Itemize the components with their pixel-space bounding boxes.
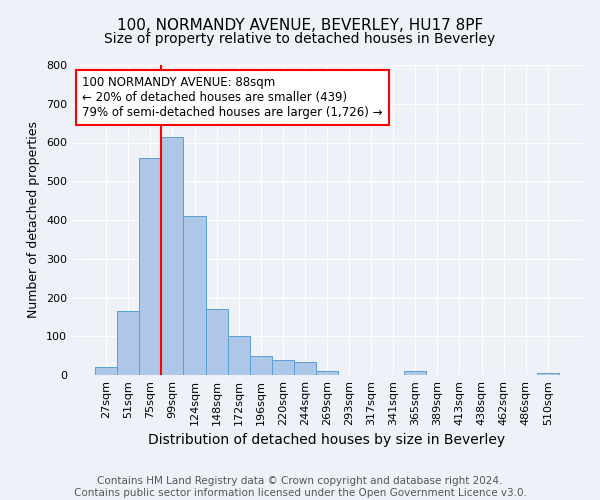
Bar	[227, 336, 250, 375]
Bar	[404, 371, 427, 375]
Text: 100, NORMANDY AVENUE, BEVERLEY, HU17 8PF: 100, NORMANDY AVENUE, BEVERLEY, HU17 8PF	[117, 18, 483, 32]
Bar	[161, 136, 184, 375]
Bar	[537, 373, 559, 375]
Bar	[272, 360, 294, 375]
Bar	[184, 216, 206, 375]
X-axis label: Distribution of detached houses by size in Beverley: Distribution of detached houses by size …	[148, 434, 506, 448]
Text: Size of property relative to detached houses in Beverley: Size of property relative to detached ho…	[104, 32, 496, 46]
Bar	[206, 309, 227, 375]
Bar	[316, 371, 338, 375]
Text: Contains HM Land Registry data © Crown copyright and database right 2024.
Contai: Contains HM Land Registry data © Crown c…	[74, 476, 526, 498]
Y-axis label: Number of detached properties: Number of detached properties	[28, 122, 40, 318]
Bar	[294, 362, 316, 375]
Bar	[250, 356, 272, 375]
Text: 100 NORMANDY AVENUE: 88sqm
← 20% of detached houses are smaller (439)
79% of sem: 100 NORMANDY AVENUE: 88sqm ← 20% of deta…	[82, 76, 383, 119]
Bar	[117, 311, 139, 375]
Bar	[95, 367, 117, 375]
Bar	[139, 158, 161, 375]
